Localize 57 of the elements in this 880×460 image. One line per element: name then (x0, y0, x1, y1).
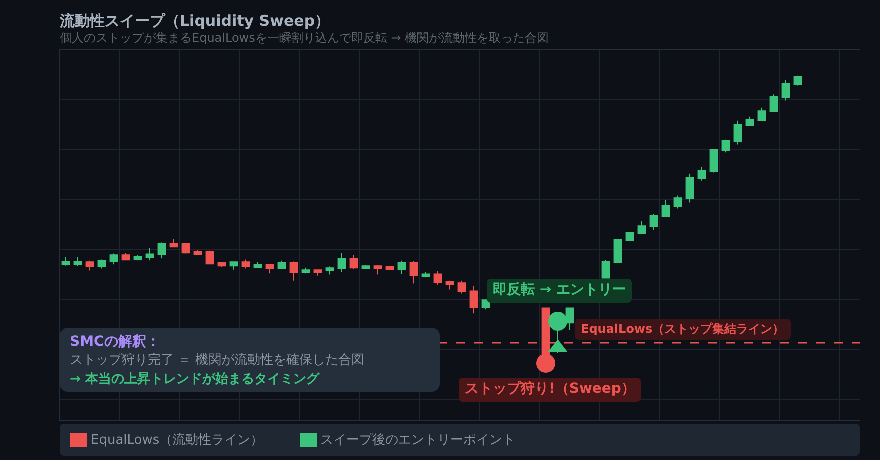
candlestick (722, 139, 730, 154)
candlestick (734, 120, 742, 146)
candlestick (146, 247, 154, 262)
candlestick (782, 79, 790, 102)
candlestick (758, 107, 766, 122)
candlestick (254, 262, 262, 268)
candlestick (122, 252, 130, 262)
candlestick (386, 266, 394, 271)
candlestick (86, 260, 94, 272)
candlestick (710, 149, 718, 174)
candlestick (770, 94, 778, 114)
candlestick (230, 262, 238, 270)
candlestick (626, 232, 634, 242)
candlestick (398, 260, 406, 275)
candlestick (350, 254, 358, 270)
candlestick (602, 260, 610, 279)
legend-label: EqualLows（流動性ライン） (91, 432, 264, 449)
candlestick (698, 166, 706, 182)
candlestick (266, 264, 274, 274)
note-card: SMCの解釈： ストップ狩り完了 ＝ 機関が流動性を確保した合図 → 本当の上昇トレンドが始まるタイミング (60, 328, 440, 392)
candlestick (206, 250, 214, 266)
candlestick (674, 195, 682, 210)
candlestick (614, 238, 622, 264)
candlestick (302, 267, 310, 274)
annotation: EqualLows（ストップ集結ライン） (575, 319, 791, 340)
candlestick (470, 286, 478, 314)
text: ストップ狩り!（Sweep） (459, 378, 642, 402)
candlestick (170, 238, 178, 248)
candlestick (278, 260, 286, 270)
legend-label: スイープ後のエントリーポイント (320, 432, 516, 449)
annotation: SMCの解釈： (70, 333, 162, 352)
candlestick (98, 259, 106, 270)
candlestick (314, 270, 322, 276)
candlestick (650, 213, 658, 231)
candlestick (746, 116, 754, 126)
candlestick (446, 280, 454, 290)
candlestick (326, 266, 334, 276)
annotation: ストップ狩り完了 ＝ 機関が流動性を確保した合図 (70, 352, 366, 370)
candlestick (182, 242, 190, 254)
candlestick (110, 253, 118, 266)
candlestick (410, 260, 418, 284)
candlestick (158, 242, 166, 260)
candlestick (686, 173, 694, 204)
candlestick (662, 200, 670, 218)
chart-subtitle: 個人のストップが集まるEqualLowsを一瞬割り込んで即反転 → 機関が流動性を取った合図 (60, 31, 550, 46)
annotation: 即反転 → エントリー (487, 279, 632, 302)
candlestick (458, 280, 466, 294)
candlestick (374, 264, 382, 276)
candlestick (62, 256, 70, 266)
candlestick (638, 220, 646, 234)
candlestick (134, 254, 142, 262)
candlestick (338, 252, 346, 273)
candlestick (290, 261, 298, 282)
candlestick (422, 272, 430, 278)
candlestick (434, 270, 442, 286)
chart-title: 流動性スイープ（Liquidity Sweep） (60, 12, 330, 31)
candlestick (242, 259, 250, 270)
